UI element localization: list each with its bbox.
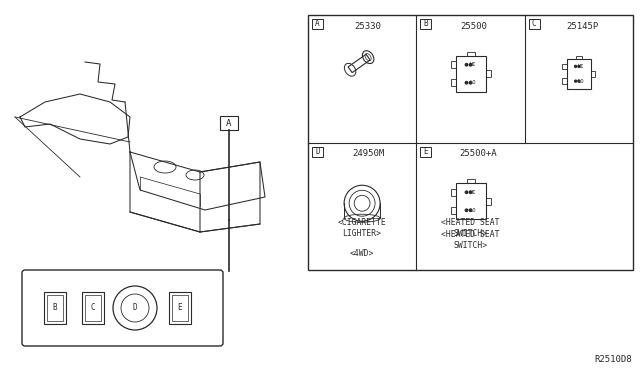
Bar: [420, 147, 431, 157]
Circle shape: [469, 191, 472, 193]
Circle shape: [575, 65, 577, 67]
Bar: [44, 292, 66, 324]
Text: A: A: [315, 19, 320, 29]
Text: A: A: [227, 119, 232, 128]
Circle shape: [465, 191, 468, 193]
Bar: [308, 15, 633, 270]
Bar: [467, 52, 474, 56]
Bar: [312, 19, 323, 29]
Circle shape: [469, 209, 472, 211]
Bar: [420, 19, 431, 29]
Text: B: B: [424, 19, 428, 29]
Bar: [486, 70, 490, 77]
Bar: [456, 56, 486, 92]
Text: C: C: [532, 19, 536, 29]
Bar: [529, 19, 540, 29]
Text: <HEATED SEAT
SWITCH>: <HEATED SEAT SWITCH>: [441, 230, 500, 250]
Text: <4WD>: <4WD>: [350, 249, 374, 258]
Text: HI: HI: [469, 190, 476, 195]
Text: D: D: [132, 304, 138, 312]
Bar: [220, 116, 238, 130]
Bar: [451, 79, 456, 86]
Text: 25500+A: 25500+A: [460, 150, 497, 158]
Circle shape: [465, 81, 468, 84]
Bar: [85, 295, 101, 321]
Bar: [451, 207, 456, 214]
Circle shape: [469, 64, 472, 66]
Text: <CIGARETTE
LIGHTER>: <CIGARETTE LIGHTER>: [338, 218, 387, 238]
Text: LO: LO: [469, 80, 476, 85]
Bar: [486, 198, 490, 205]
Text: 25500: 25500: [460, 22, 487, 31]
Text: D: D: [315, 147, 320, 156]
Circle shape: [575, 80, 577, 82]
Text: E: E: [424, 147, 428, 156]
Text: C: C: [91, 304, 95, 312]
Bar: [169, 292, 191, 324]
Bar: [456, 183, 486, 219]
Bar: [172, 295, 188, 321]
Bar: [47, 295, 63, 321]
Bar: [566, 59, 591, 89]
Bar: [563, 78, 566, 84]
Circle shape: [465, 209, 468, 211]
Text: <HEATED SEAT
SWITCH>: <HEATED SEAT SWITCH>: [441, 218, 500, 238]
Text: B: B: [52, 304, 58, 312]
Circle shape: [465, 64, 468, 66]
Bar: [563, 64, 566, 69]
Circle shape: [469, 81, 472, 84]
Bar: [82, 292, 104, 324]
Bar: [591, 71, 595, 77]
Text: 24950M: 24950M: [352, 150, 384, 158]
Text: HI: HI: [577, 64, 584, 69]
Text: E: E: [178, 304, 182, 312]
Circle shape: [578, 80, 580, 82]
Bar: [312, 147, 323, 157]
Bar: [451, 189, 456, 196]
Bar: [467, 179, 474, 183]
Bar: [451, 61, 456, 68]
Text: LO: LO: [577, 78, 584, 84]
Circle shape: [578, 65, 580, 67]
Bar: [575, 56, 582, 59]
Text: 25330: 25330: [355, 22, 381, 31]
Text: HI: HI: [469, 62, 476, 67]
Text: LO: LO: [469, 208, 476, 213]
Text: 25145P: 25145P: [567, 22, 599, 31]
Text: R2510D8: R2510D8: [595, 355, 632, 364]
